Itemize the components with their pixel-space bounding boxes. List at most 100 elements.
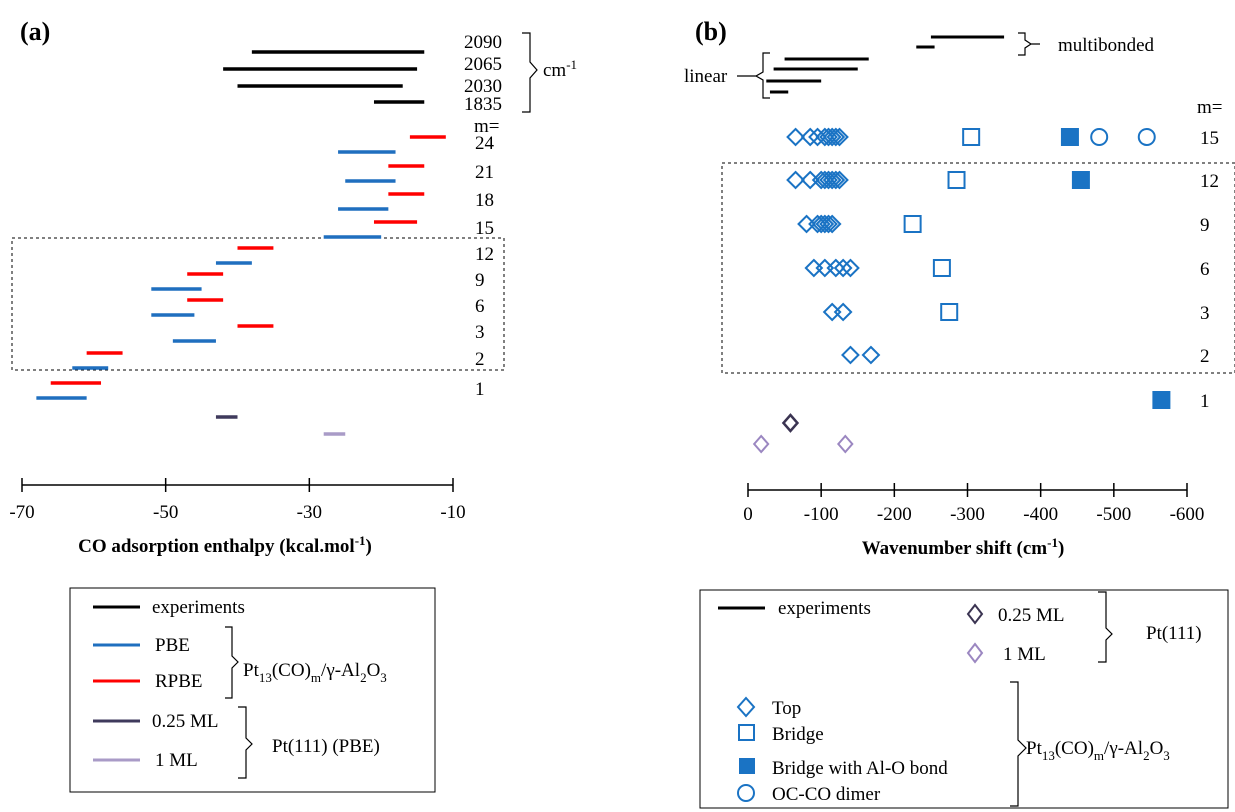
tick-label-b: -300	[950, 504, 985, 525]
dashed-box-b	[721, 162, 1235, 374]
m-label-a: 18	[475, 190, 494, 211]
legend-b-bridge-label: Bridge	[772, 724, 824, 745]
dashed-box-a	[11, 237, 505, 371]
marker-ml1	[836, 434, 854, 454]
legend-a-brace-system	[225, 626, 239, 699]
multibonded-brace	[1018, 32, 1040, 56]
legend-a-rpbe-label: RPBE	[155, 671, 203, 692]
panel-a-label: (a)	[20, 17, 50, 46]
marker-top	[830, 170, 849, 190]
legend-a-pbe-label: PBE	[155, 635, 190, 656]
marker-top	[815, 258, 835, 278]
marker-top	[833, 302, 853, 322]
marker-top	[822, 170, 842, 190]
marker-top	[822, 214, 842, 234]
marker-top	[822, 127, 842, 147]
legend-a: experiments PBE RPBE Pt13(CO)m/γ-Al2O3 0…	[69, 587, 436, 793]
marker-top	[815, 214, 835, 234]
m-label-a: 12	[475, 244, 494, 265]
legend-a-brace-pt111	[238, 706, 253, 779]
marker-bridge	[947, 171, 966, 189]
panel-b-label: (b)	[695, 17, 727, 46]
m-label-a: 21	[475, 162, 494, 183]
exp-label-2030: 2030	[464, 76, 502, 97]
legend-b-system-label: Pt13(CO)m/γ-Al2O3	[1026, 738, 1170, 763]
legend-b-bridge-alo-marker	[739, 758, 755, 774]
tick-label-b: -400	[1023, 504, 1058, 525]
marker-top	[826, 258, 846, 278]
m-label-b: 12	[1200, 171, 1219, 192]
marker-bridge	[903, 215, 922, 233]
legend-a-system-label: Pt13(CO)m/γ-Al2O3	[243, 660, 387, 685]
m-label-b: 9	[1200, 215, 1210, 236]
exp-label-1835: 1835	[464, 94, 502, 115]
marker-top	[826, 170, 846, 190]
linear-label: linear	[684, 66, 728, 87]
marker-bridge-alo	[1152, 391, 1171, 409]
m-label-b: 3	[1200, 303, 1210, 324]
marker-top	[819, 214, 838, 234]
legend-b-bridge-marker	[738, 724, 755, 741]
m-label-a: 24	[475, 133, 495, 154]
marker-ml1	[752, 434, 770, 454]
m-label-b: 6	[1200, 259, 1210, 280]
marker-dimer	[1090, 128, 1109, 146]
tick-label-b: -500	[1096, 504, 1131, 525]
marker-top	[786, 127, 805, 147]
linear-brace	[737, 52, 770, 99]
m-label-b: 2	[1200, 346, 1210, 367]
legend-a-pt111-label: Pt(111) (PBE)	[272, 736, 380, 757]
legend-b-ml025-marker	[966, 603, 984, 625]
tick-label-b: 0	[743, 504, 753, 525]
legend-b-dimer-marker	[737, 784, 755, 802]
m-label-a: 9	[475, 270, 485, 291]
tick-label-b: -100	[804, 504, 839, 525]
marker-top	[830, 127, 849, 147]
m-label-b: 1	[1200, 391, 1210, 412]
legend-a-experiments-label: experiments	[152, 597, 245, 618]
m-label-a: 6	[475, 296, 485, 317]
x-axis-label-a: CO adsorption enthalpy (kcal.mol-1)	[78, 533, 372, 557]
legend-b-brace-pt111	[1098, 591, 1113, 663]
marker-top	[804, 258, 824, 278]
m-label-a: 15	[475, 218, 494, 239]
tick-label-a: -30	[297, 502, 322, 523]
legend-b-top-marker	[736, 696, 756, 718]
m-label-a: 3	[475, 322, 485, 343]
m-label-a: 2	[475, 349, 485, 370]
legend-b-top-label: Top	[772, 698, 801, 719]
legend-b: experiments 0.25 ML 1 ML Pt(111) Top Bri…	[699, 589, 1229, 809]
exp-brace-a	[522, 32, 538, 113]
tick-label-a: -10	[440, 502, 465, 523]
legend-b-bridge-alo-label: Bridge with Al-O bond	[772, 758, 948, 779]
legend-b-frame	[699, 589, 1229, 809]
marker-top	[822, 302, 842, 322]
marker-top	[786, 170, 805, 190]
m-label-a: 1	[475, 379, 485, 400]
marker-top	[861, 345, 881, 365]
legend-a-ml025-label: 0.25 ML	[152, 711, 219, 732]
marker-top	[800, 127, 820, 147]
legend-b-pt111-label: Pt(111)	[1146, 623, 1202, 644]
legend-a-frame	[69, 587, 436, 793]
marker-top	[841, 345, 860, 365]
marker-bridge	[962, 128, 981, 146]
marker-bridge	[932, 259, 951, 277]
m-header-a: m=	[474, 116, 500, 137]
legend-b-dimer-label: OC-CO dimer	[772, 784, 881, 805]
marker-ml025	[781, 413, 800, 433]
exp-label-2090: 2090	[464, 32, 502, 53]
exp-unit: cm-1	[543, 57, 577, 81]
m-label-b: 15	[1200, 128, 1219, 149]
legend-a-ml1-label: 1 ML	[155, 750, 198, 771]
panel-b-plot: 0 -100 -200 -300 -400 -500 -600 Wavenumber shi…	[684, 32, 1235, 559]
multibonded-label: multibonded	[1058, 35, 1155, 56]
tick-label-a: -70	[9, 502, 34, 523]
marker-top	[826, 127, 846, 147]
marker-top	[833, 258, 853, 278]
exp-label-2065: 2065	[464, 54, 502, 75]
marker-bridge-alo	[1071, 171, 1090, 189]
tick-label-b: -600	[1170, 504, 1205, 525]
legend-b-ml1-label: 1 ML	[1003, 644, 1046, 665]
